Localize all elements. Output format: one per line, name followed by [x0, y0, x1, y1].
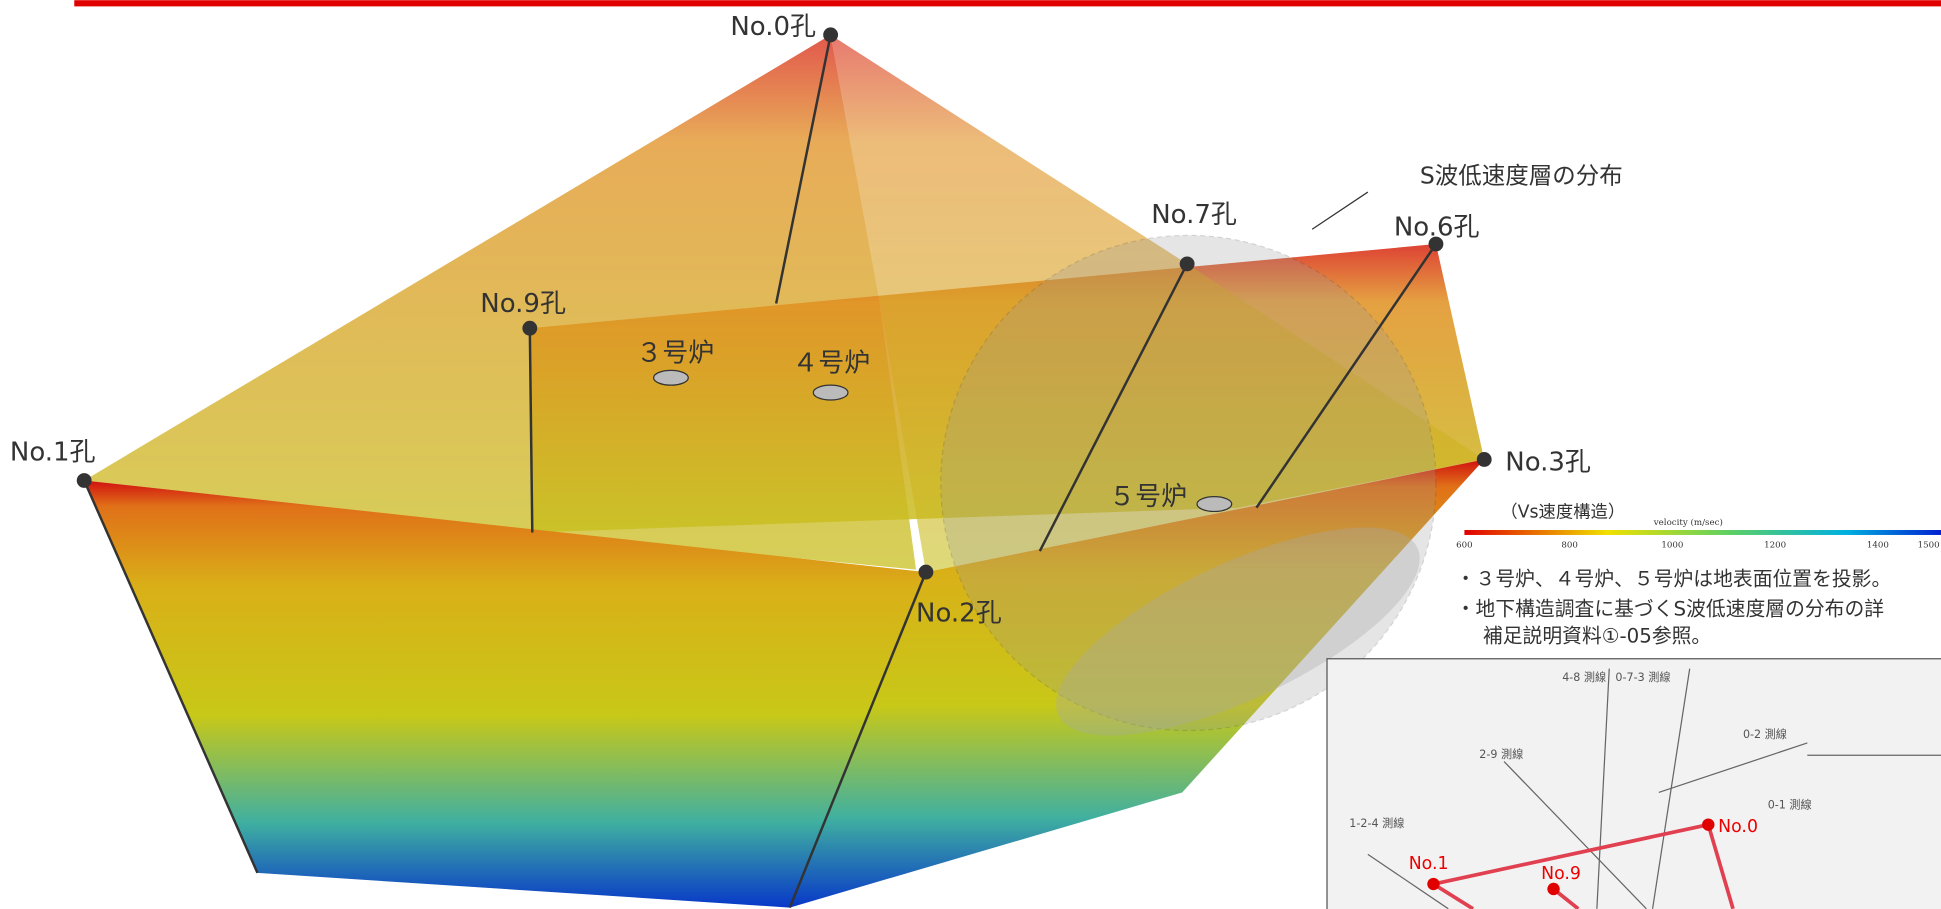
note: 補足説明資料①-05参照。: [1483, 625, 1711, 648]
note: ・地下構造調査に基づくS波低速度層の分布の詳: [1456, 597, 1884, 620]
borehole-label: No.7孔: [1151, 200, 1237, 230]
legend-tick-label: 1400: [1867, 540, 1889, 550]
map-label: 1-2-4 測線: [1349, 816, 1404, 830]
reactor-marks: [652, 369, 1233, 513]
surfaces: [84, 34, 1485, 908]
map-label: 2-9 測線: [1479, 747, 1523, 761]
reactor-label: ５号炉: [1109, 482, 1187, 512]
map-label: 0-2 測線: [1743, 727, 1787, 741]
legend-title: （Vs速度構造）: [1500, 503, 1625, 523]
legend-tick-label: 800: [1561, 540, 1578, 550]
top-bar: [74, 0, 1941, 7]
borehole-label: No.3孔: [1505, 448, 1591, 478]
map-label: No.0: [1718, 817, 1758, 837]
legend-axis-label: velocity (m/sec): [1653, 517, 1723, 528]
annotation: S波低速度層の分布: [1420, 161, 1623, 189]
legend-tick-label: 1500: [1918, 540, 1940, 550]
reactor-label: ３号炉: [636, 339, 714, 369]
legend-tick-label: 600: [1456, 540, 1473, 550]
borehole-dots: [76, 27, 1492, 580]
legend-tick-label: 1000: [1661, 540, 1683, 550]
borehole-label: No.9孔: [480, 289, 566, 319]
map-label: No.9: [1541, 864, 1581, 884]
colorbar: [1464, 530, 1941, 535]
map-label: 0-7-3 測線: [1615, 670, 1670, 684]
legend-tick-label: 1200: [1764, 540, 1786, 550]
map-label: No.1: [1409, 854, 1449, 874]
map-label: 0-1 測線: [1768, 798, 1812, 812]
map-inset: 4-8 測線 0-7-3 測線 2-9 測線 1-2-4 測線 0-2 測線 0…: [1326, 658, 1941, 909]
note: ・３号炉、４号炉、５号炉は地表面位置を投影。: [1456, 568, 1892, 591]
borehole-label: No.6孔: [1394, 212, 1480, 242]
borehole-label: No.1孔: [10, 438, 96, 468]
borehole-lines: [83, 34, 1437, 909]
reactor-label: ４号炉: [792, 349, 870, 379]
borehole-label: No.0孔: [730, 12, 816, 42]
map-label: 4-8 測線: [1562, 670, 1606, 684]
borehole-label: No.2孔: [916, 599, 1002, 629]
